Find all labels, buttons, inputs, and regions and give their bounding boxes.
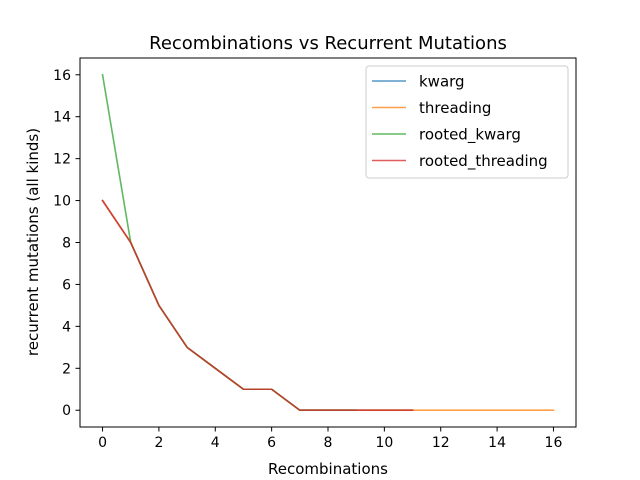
series-line-threading	[101, 199, 555, 412]
x-tick-label: 0	[98, 435, 107, 451]
x-axis-ticks: 0 2 4 6 8 10 12 14 16	[98, 427, 562, 451]
legend-label: rooted_kwarg	[419, 126, 521, 145]
legend-label: threading	[419, 99, 491, 117]
y-tick-label: 12	[53, 152, 71, 168]
x-tick-label: 6	[267, 435, 276, 451]
x-tick-label: 16	[545, 435, 563, 451]
y-tick-label: 14	[53, 110, 71, 126]
x-axis-label: Recombinations	[268, 460, 388, 478]
series-line-rooted-kwarg	[101, 73, 357, 412]
y-tick-label: 8	[62, 236, 71, 252]
legend-label: rooted_threading	[419, 152, 548, 171]
series-line-kwarg	[101, 199, 414, 412]
y-axis-label: recurrent mutations (all kinds)	[24, 128, 42, 356]
x-tick-label: 12	[432, 435, 450, 451]
y-tick-label: 0	[62, 403, 71, 419]
x-tick-label: 4	[211, 435, 220, 451]
y-tick-label: 6	[62, 277, 71, 293]
y-tick-label: 16	[53, 68, 71, 84]
plot-lines	[101, 73, 555, 412]
legend-box	[365, 65, 569, 179]
x-tick-label: 2	[154, 435, 163, 451]
chart-title: Recombinations vs Recurrent Mutations	[149, 33, 507, 54]
y-tick-label: 10	[53, 194, 71, 210]
x-tick-label: 10	[375, 435, 393, 451]
legend-label: kwarg	[419, 73, 465, 91]
y-tick-label: 4	[62, 319, 71, 335]
y-tick-label: 2	[62, 361, 71, 377]
legend: kwarg threading rooted_kwarg rooted_threadi…	[365, 65, 569, 179]
x-tick-label: 14	[488, 435, 506, 451]
y-axis-ticks: 0 2 4 6 8 10 12 14 16	[53, 68, 80, 419]
x-tick-label: 8	[324, 435, 333, 451]
series-line-rooted-threading	[101, 199, 414, 412]
